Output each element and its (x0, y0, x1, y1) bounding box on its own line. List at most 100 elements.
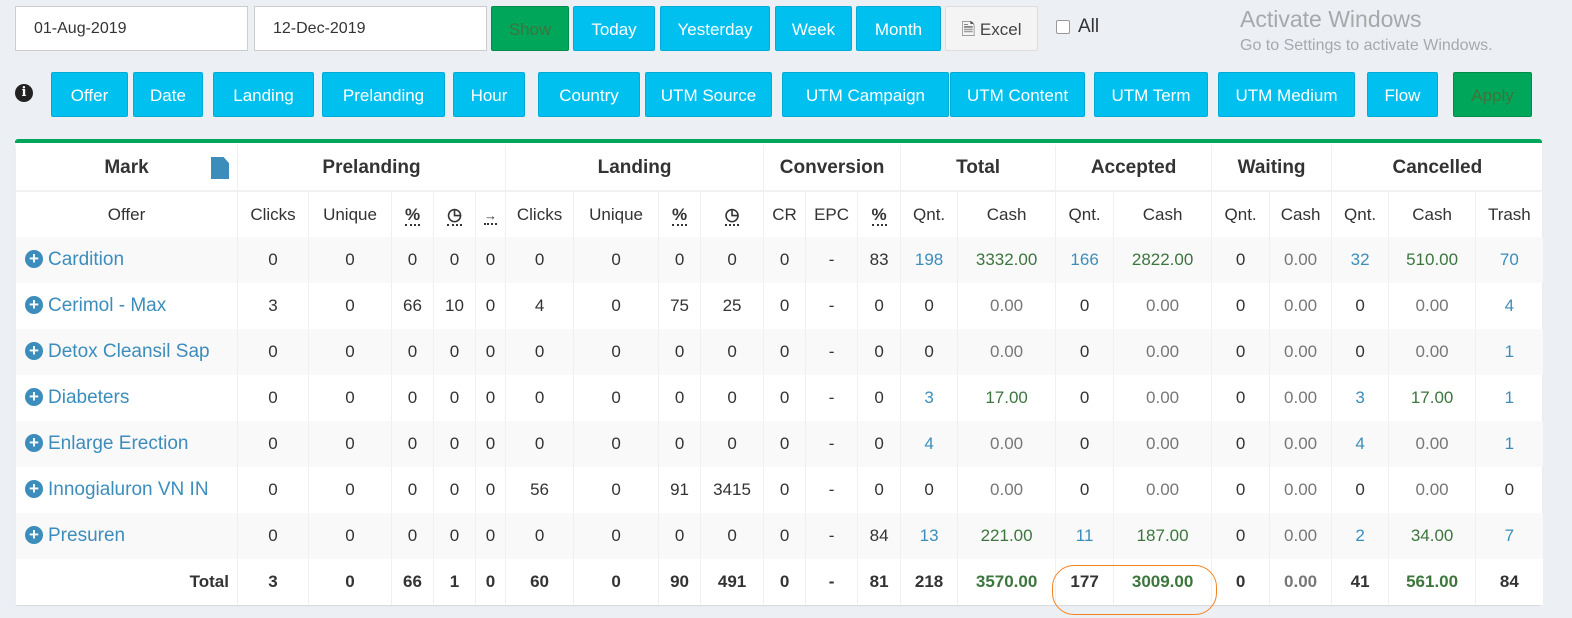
info-icon[interactable]: i (15, 84, 33, 102)
column-header[interactable]: CR (763, 191, 806, 237)
data-cell[interactable]: 11 (1055, 513, 1114, 559)
data-cell: 0 (308, 329, 392, 375)
column-header[interactable]: % (658, 191, 701, 237)
column-header[interactable]: Cash (957, 191, 1056, 237)
apply-button[interactable]: Apply (1453, 72, 1532, 117)
offer-cell[interactable]: + Innogialuron VN IN (15, 467, 238, 513)
excel-button[interactable]: 🗎 Excel (945, 6, 1038, 51)
expand-plus-icon[interactable]: + (25, 388, 43, 406)
group-label: Prelanding (322, 156, 421, 178)
all-checkbox[interactable] (1056, 20, 1070, 34)
offer-link[interactable]: Detox Cleansil Sap (48, 341, 210, 362)
data-cell[interactable]: 4 (1475, 283, 1543, 329)
column-header[interactable]: Qnt. (1055, 191, 1114, 237)
yesterday-button[interactable]: Yesterday (660, 6, 770, 51)
offer-link[interactable]: Presuren (48, 525, 126, 546)
week-button[interactable]: Week (775, 6, 852, 51)
offer-link[interactable]: Cerimol - Max (48, 295, 167, 316)
groupby-utm-content-button[interactable]: UTM Content (950, 72, 1085, 117)
data-cell[interactable]: 166 (1055, 237, 1114, 283)
column-header[interactable]: Qnt. (1211, 191, 1270, 237)
today-button[interactable]: Today (573, 6, 655, 51)
expand-plus-icon[interactable]: + (25, 434, 43, 452)
column-header[interactable]: Cash (1388, 191, 1476, 237)
groupby-offer-button[interactable]: Offer (51, 72, 128, 117)
offer-cell[interactable]: + Diabeters (15, 375, 238, 421)
column-header[interactable]: → (474, 191, 506, 237)
data-cell[interactable]: 4 (1331, 421, 1389, 467)
groupby-utm-source-button[interactable]: UTM Source (645, 72, 772, 117)
column-header[interactable]: Qnt. (900, 191, 958, 237)
groupby-hour-button[interactable]: Hour (453, 72, 525, 117)
data-cell[interactable]: 218 (900, 559, 958, 605)
expand-plus-icon[interactable]: + (25, 526, 43, 544)
data-cell[interactable]: 41 (1331, 559, 1389, 605)
date-from-input[interactable]: 01-Aug-2019 (15, 6, 248, 51)
groupby-landing-button[interactable]: Landing (213, 72, 314, 117)
column-header[interactable]: % (391, 191, 434, 237)
offer-link[interactable]: Enlarge Erection (48, 433, 189, 454)
column-header[interactable]: EPC (805, 191, 858, 237)
column-header[interactable]: Clicks (237, 191, 309, 237)
groupby-country-button[interactable]: Country (538, 72, 640, 117)
data-cell: 0 (308, 421, 392, 467)
offer-cell[interactable]: + Cerimol - Max (15, 283, 238, 329)
data-cell[interactable]: 1 (1475, 375, 1543, 421)
column-header[interactable]: % (857, 191, 901, 237)
groupby-prelanding-button[interactable]: Prelanding (322, 72, 445, 117)
show-button[interactable]: Show (491, 6, 569, 51)
column-header[interactable]: ◷ (433, 191, 476, 237)
expand-plus-icon[interactable]: + (25, 250, 43, 268)
data-cell[interactable]: 32 (1331, 237, 1389, 283)
group-header-cancelled: Cancelled (1331, 145, 1543, 192)
document-icon[interactable] (211, 157, 229, 179)
data-cell[interactable]: 7 (1475, 513, 1543, 559)
data-cell: 0.00 (1269, 375, 1332, 421)
column-header[interactable]: Offer (15, 191, 238, 237)
data-cell[interactable]: 3 (900, 375, 958, 421)
data-cell: 0.00 (957, 467, 1056, 513)
data-cell: 0 (1211, 329, 1270, 375)
group-header-prelanding: Prelanding (236, 145, 506, 192)
groupby-utm-medium-button[interactable]: UTM Medium (1218, 72, 1355, 117)
column-header[interactable]: Trash (1475, 191, 1543, 237)
groupby-utm-term-button[interactable]: UTM Term (1094, 72, 1208, 117)
data-cell[interactable]: 4 (900, 421, 958, 467)
column-header[interactable]: Cash (1269, 191, 1332, 237)
data-cell: 0 (763, 375, 806, 421)
data-cell[interactable]: 3 (1331, 375, 1389, 421)
month-button[interactable]: Month (856, 6, 941, 51)
offer-link[interactable]: Cardition (48, 249, 125, 270)
data-cell[interactable]: 2 (1331, 513, 1389, 559)
offer-cell[interactable]: + Detox Cleansil Sap (15, 329, 238, 375)
offer-cell[interactable]: + Enlarge Erection (15, 421, 238, 467)
data-cell: 0.00 (1113, 375, 1212, 421)
offer-cell[interactable]: + Presuren (15, 513, 238, 559)
data-cell[interactable]: 70 (1475, 237, 1543, 283)
data-cell[interactable]: 198 (900, 237, 958, 283)
data-cell[interactable]: 84 (1475, 559, 1543, 605)
offer-link[interactable]: Innogialuron VN IN (48, 479, 209, 500)
groupby-flow-button[interactable]: Flow (1367, 72, 1438, 117)
column-header[interactable]: Cash (1113, 191, 1212, 237)
data-cell: 0 (658, 421, 701, 467)
data-cell[interactable]: 1 (1475, 329, 1543, 375)
groupby-utm-campaign-button[interactable]: UTM Campaign (782, 72, 949, 117)
expand-plus-icon[interactable]: + (25, 296, 43, 314)
expand-plus-icon[interactable]: + (25, 342, 43, 360)
expand-plus-icon[interactable]: + (25, 480, 43, 498)
date-to-input[interactable]: 12-Dec-2019 (254, 6, 487, 51)
column-header[interactable]: Clicks (505, 191, 574, 237)
column-header[interactable]: Unique (573, 191, 659, 237)
column-header[interactable]: Unique (308, 191, 392, 237)
offer-cell[interactable]: + Cardition (15, 237, 238, 283)
offer-link[interactable]: Diabeters (48, 387, 130, 408)
column-header[interactable]: ◷ (700, 191, 764, 237)
column-header[interactable]: Qnt. (1331, 191, 1389, 237)
data-cell: 0 (573, 329, 659, 375)
groupby-date-button[interactable]: Date (133, 72, 203, 117)
data-cell[interactable]: 1 (1475, 421, 1543, 467)
data-cell[interactable]: 13 (900, 513, 958, 559)
data-cell: 561.00 (1388, 559, 1476, 605)
data-cell: 4 (505, 283, 574, 329)
